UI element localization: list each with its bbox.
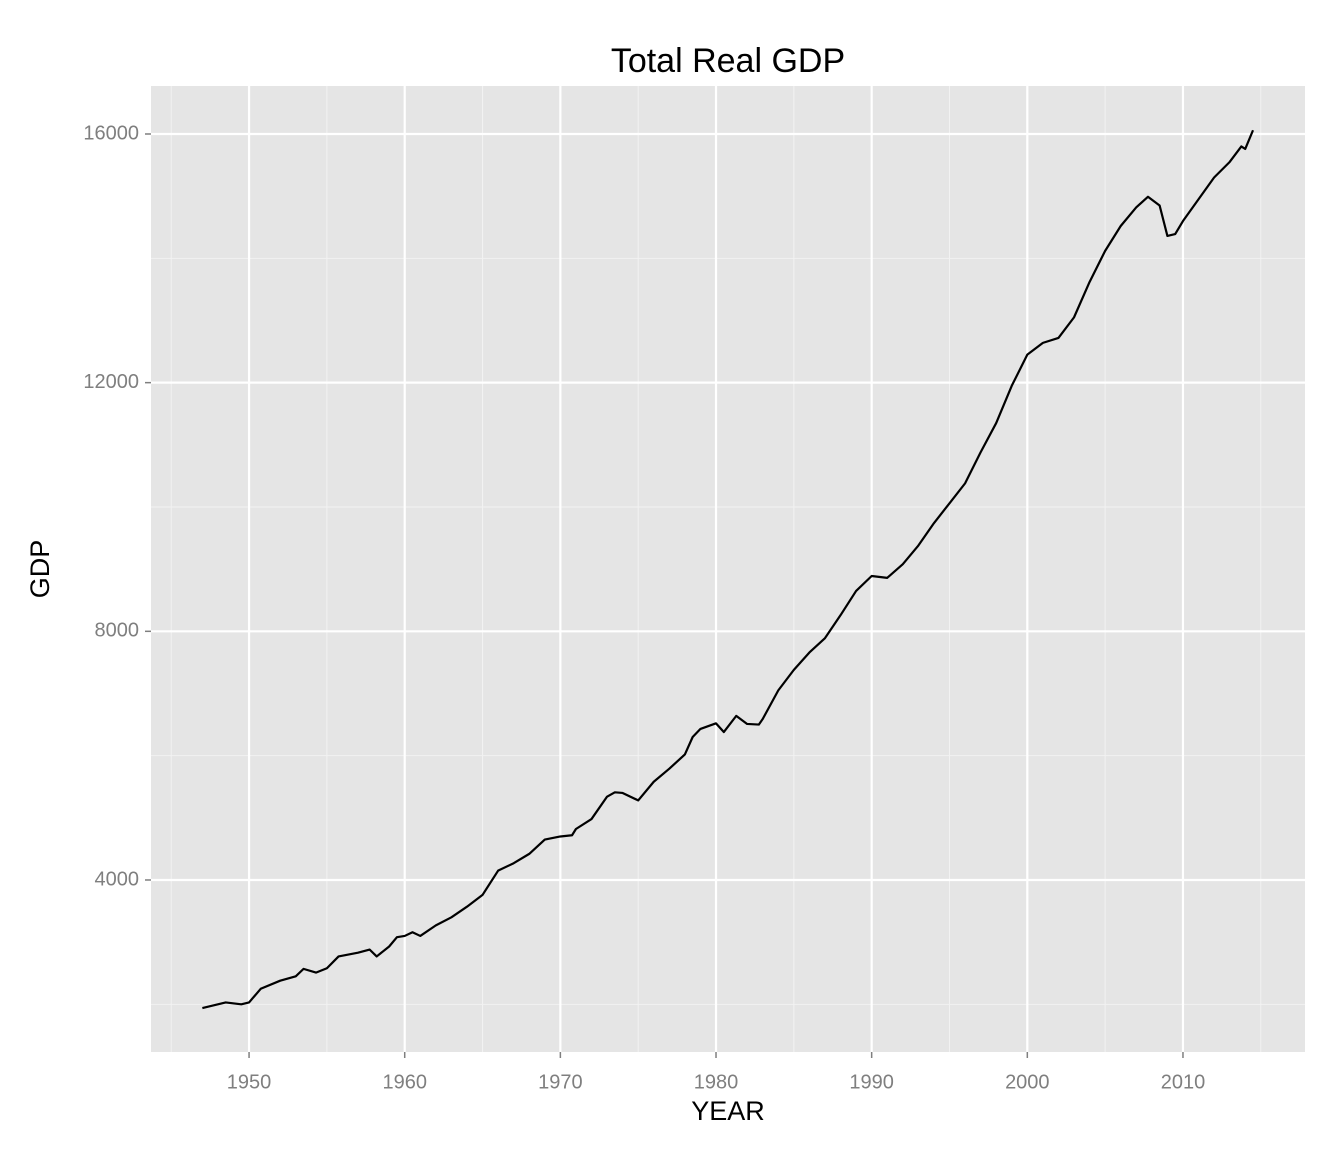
x-tick-label: 2010 [1161, 1071, 1206, 1093]
y-tick-label: 12000 [83, 371, 139, 393]
grid [151, 86, 1305, 1052]
y-tick-label: 4000 [95, 868, 140, 890]
chart-title: Total Real GDP [611, 42, 845, 80]
x-tick-label: 1990 [849, 1071, 894, 1093]
x-tick-label: 1970 [538, 1071, 583, 1093]
panel [151, 86, 1305, 1052]
marks [202, 129, 1255, 1010]
y-tick-label: 8000 [95, 620, 140, 642]
x-axis-label: YEAR [691, 1096, 765, 1126]
line-series [202, 129, 1255, 1010]
y-tick-label: 16000 [83, 122, 139, 144]
x-tick-label: 1950 [227, 1071, 272, 1093]
x-tick-label: 2000 [1005, 1071, 1050, 1093]
x-tick-label: 1980 [694, 1071, 739, 1093]
y-axis-label: GDP [25, 540, 55, 599]
x-tick-label: 1960 [382, 1071, 427, 1093]
